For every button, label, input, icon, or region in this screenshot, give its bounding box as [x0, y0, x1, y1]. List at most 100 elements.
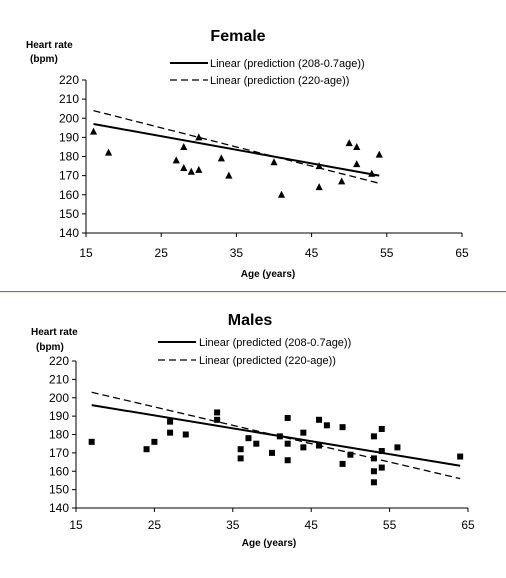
data-point: [338, 177, 346, 185]
y-axis-label: Heart rate: [26, 40, 73, 51]
legend-entry: Linear (predicted (220-age)): [199, 355, 336, 367]
x-tick-label: 45: [305, 246, 319, 260]
data-point: [270, 158, 278, 166]
x-tick-label: 65: [455, 246, 469, 260]
y-tick-label: 200: [59, 111, 79, 125]
y-tick-label: 210: [59, 92, 79, 106]
data-point: [370, 468, 377, 475]
data-point: [214, 409, 221, 416]
data-point: [345, 139, 353, 147]
data-point: [284, 440, 291, 447]
data-point: [167, 429, 174, 436]
data-point: [378, 425, 385, 432]
data-point: [353, 160, 361, 168]
data-point: [378, 448, 385, 455]
data-point: [237, 446, 244, 453]
data-point: [276, 433, 283, 440]
data-point: [180, 163, 188, 171]
data-point: [316, 416, 323, 423]
data-point: [143, 446, 150, 453]
y-tick-label: 200: [49, 391, 69, 405]
legend-entry: Linear (predicted (208-0.7age)): [199, 337, 351, 349]
y-tick-label: 210: [49, 372, 69, 386]
x-tick-label: 35: [226, 518, 240, 532]
data-point: [225, 171, 233, 179]
males-chart-panel: Males Heart rate (bpm) Age (years) Linea…: [0, 293, 506, 578]
data-point: [394, 444, 401, 451]
data-point: [457, 453, 464, 460]
data-point: [89, 127, 98, 135]
data-point: [315, 183, 323, 191]
data-point: [370, 479, 377, 486]
data-point: [253, 440, 260, 447]
data-point: [323, 422, 330, 429]
data-point: [167, 418, 174, 425]
female-chart-panel: Female Heart rate (bpm) Age (years) Line…: [0, 0, 506, 292]
data-point: [195, 165, 203, 173]
data-point: [339, 424, 346, 431]
y-tick-label: 190: [59, 130, 79, 144]
trend-line-dashed: [91, 391, 461, 480]
data-point: [214, 416, 221, 423]
y-tick-label: 220: [59, 73, 79, 87]
x-axis-label: Age (years): [242, 538, 296, 549]
males-chart: Males Heart rate (bpm) Age (years) Linea…: [31, 312, 475, 549]
data-point: [88, 438, 95, 445]
data-point: [316, 442, 323, 449]
x-tick-label: 25: [148, 518, 162, 532]
data-point: [187, 167, 195, 175]
x-axis-label: Age (years): [241, 269, 295, 280]
data-point: [284, 414, 291, 421]
data-point: [339, 460, 346, 467]
data-point: [151, 438, 158, 445]
data-point: [347, 451, 354, 458]
data-point: [378, 464, 385, 471]
data-point: [180, 142, 188, 150]
data-point: [195, 133, 203, 141]
y-axis-unit: (bpm): [30, 54, 58, 65]
data-point: [300, 444, 307, 451]
data-point: [277, 190, 286, 198]
data-point: [245, 435, 252, 442]
trend-line-solid: [93, 123, 380, 177]
x-tick-label: 65: [461, 518, 475, 532]
data-point: [269, 449, 275, 456]
y-tick-label: 170: [59, 169, 79, 183]
data-point: [284, 457, 291, 464]
y-tick-label: 170: [49, 446, 69, 460]
y-tick-label: 150: [59, 207, 79, 221]
chart-title: Female: [210, 28, 265, 45]
data-point: [370, 455, 377, 462]
y-axis-unit: (bpm): [36, 342, 64, 353]
y-tick-label: 140: [59, 226, 79, 240]
y-tick-label: 150: [49, 483, 69, 497]
x-tick-label: 55: [383, 518, 397, 532]
x-tick-label: 15: [79, 246, 93, 260]
data-point: [182, 431, 189, 438]
x-tick-label: 15: [69, 518, 83, 532]
y-tick-label: 190: [49, 409, 69, 423]
data-point: [370, 433, 377, 440]
legend: Linear (predicted (208-0.7age)) Linear (…: [158, 337, 351, 367]
y-tick-label: 140: [49, 501, 69, 515]
y-tick-label: 220: [49, 354, 69, 368]
data-point: [368, 169, 376, 177]
x-tick-label: 25: [155, 246, 169, 260]
y-tick-label: 160: [49, 464, 69, 478]
data-point: [300, 429, 307, 436]
y-tick-label: 180: [49, 428, 69, 442]
y-axis-label: Heart rate: [31, 327, 78, 338]
chart-title: Males: [228, 312, 273, 329]
data-point: [217, 154, 225, 162]
data-point: [104, 148, 113, 156]
female-chart: Female Heart rate (bpm) Age (years) Line…: [26, 28, 469, 280]
data-point: [172, 156, 180, 164]
data-point: [237, 455, 244, 462]
legend: Linear (prediction (208-0.7age)) Linear …: [170, 58, 365, 87]
data-point: [315, 162, 323, 170]
legend-entry: Linear (prediction (220-age)): [210, 75, 349, 87]
y-tick-label: 160: [59, 188, 79, 202]
x-tick-label: 55: [380, 246, 394, 260]
data-point: [375, 150, 383, 158]
x-tick-label: 45: [305, 518, 319, 532]
